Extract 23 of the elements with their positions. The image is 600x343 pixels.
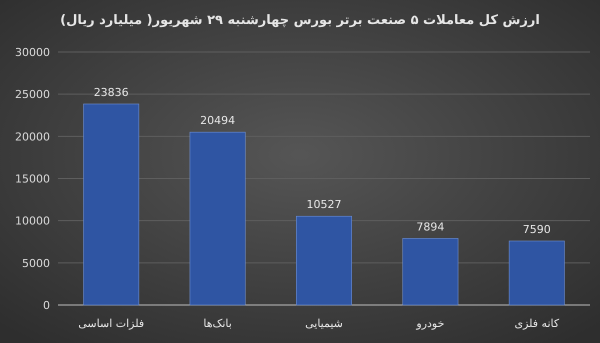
bar xyxy=(296,216,352,306)
x-tick-label: خودرو xyxy=(415,317,444,330)
data-label: 10527 xyxy=(306,198,342,212)
data-label: 7590 xyxy=(522,222,551,236)
y-tick-label: 20000 xyxy=(15,130,50,144)
data-label: 7894 xyxy=(416,220,444,234)
data-label: 20494 xyxy=(200,114,236,128)
chart-title: ارزش کل معاملات ۵ صنعت برتر بورس چهارشنبه ۲۹ شهریور( میلیارد ریال) xyxy=(60,13,540,28)
y-tick-label: 25000 xyxy=(15,88,50,102)
bar xyxy=(83,104,140,306)
x-tick-label: کانه فلزی xyxy=(514,317,560,330)
y-tick-label: 30000 xyxy=(15,46,50,59)
y-tick-label: 0 xyxy=(43,299,50,312)
y-tick-label: 15000 xyxy=(15,172,50,186)
y-tick-label: 10000 xyxy=(15,214,50,228)
x-tick-label: بانک‌ها xyxy=(203,317,232,330)
y-tick-label: 5000 xyxy=(22,256,50,270)
bar xyxy=(508,240,565,306)
x-tick-label: شیمیایی xyxy=(305,317,343,330)
bar xyxy=(190,132,246,306)
data-label: 23836 xyxy=(94,86,129,99)
x-tick-label: فلزات اساسی xyxy=(78,317,144,330)
bar xyxy=(402,238,458,306)
